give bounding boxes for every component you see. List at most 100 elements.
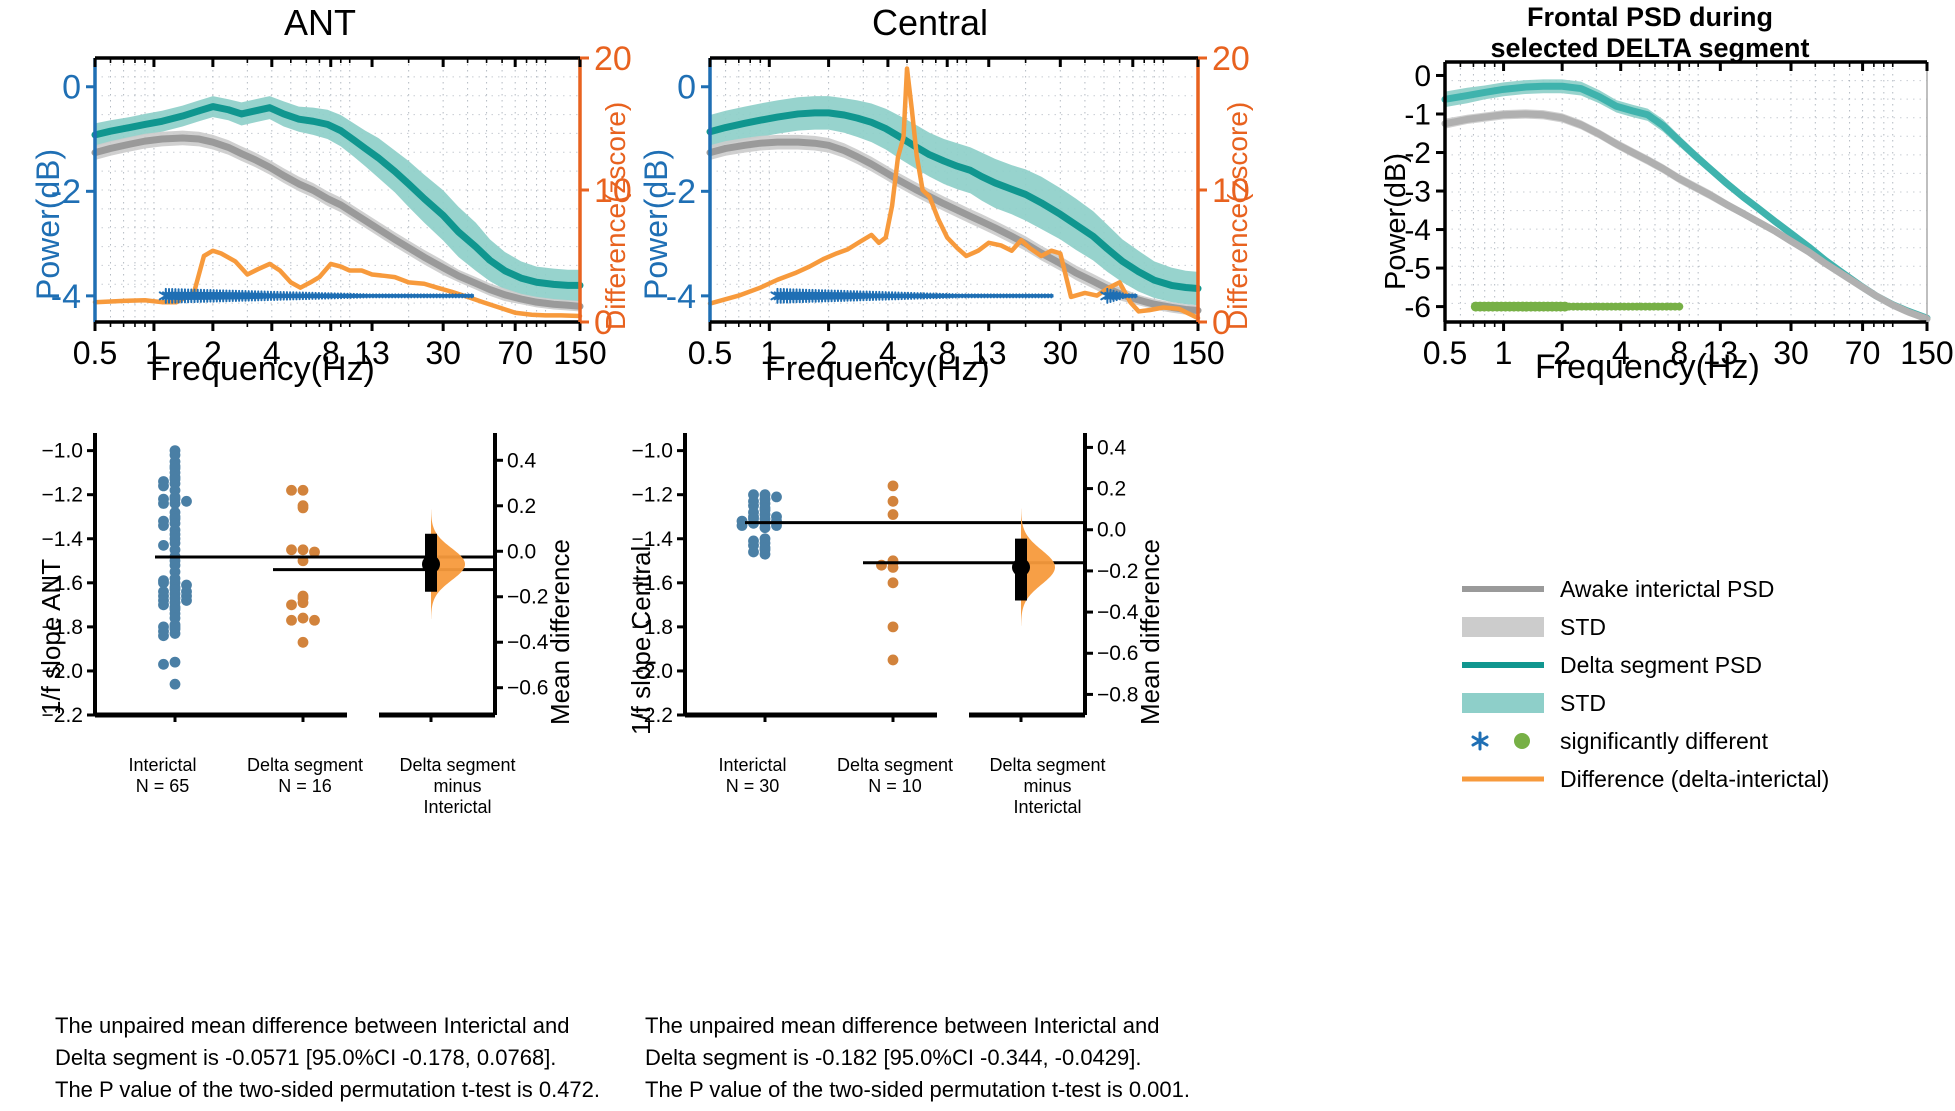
svg-text:8: 8 [322, 335, 340, 371]
svg-text:20: 20 [594, 40, 632, 78]
svg-text:−0.2: −0.2 [507, 586, 548, 609]
svg-text:150: 150 [1171, 335, 1224, 371]
est-central-ylabel-left: 1/f slope Central [626, 545, 656, 735]
est-central-group2-tick: Delta segment N = 10 [830, 755, 960, 797]
est-ant-ylabel-left: 1/f slope ANT [36, 558, 66, 715]
asterisk-icon [1471, 731, 1489, 751]
line-teal-icon [1460, 659, 1546, 671]
band-teal-icon [1460, 691, 1546, 715]
legend-item-awake-psd: Awake interictal PSD [1460, 570, 1955, 608]
frontal-title-line1: Frontal PSD during [1527, 2, 1773, 32]
svg-text:-2: -2 [666, 173, 696, 211]
est-central-group3-label-1: Delta segment [989, 755, 1106, 775]
svg-text:4: 4 [1612, 335, 1630, 371]
est-ant-group2-label: Delta segment [246, 755, 364, 775]
svg-text:−0.6: −0.6 [1097, 642, 1138, 665]
est-central-group2-label: Delta segment [836, 755, 954, 775]
est-central-group1-tick: Interictal N = 30 [695, 755, 810, 797]
green-dot-icon [1514, 733, 1530, 749]
legend-label-awake-psd: Awake interictal PSD [1560, 575, 1775, 602]
central-title: Central [871, 2, 989, 43]
svg-text:−0.2: −0.2 [1097, 560, 1138, 583]
svg-text:0: 0 [1212, 304, 1231, 342]
est-central-caption-line3: The P value of the two-sided permutation… [645, 1077, 1191, 1102]
svg-text:−2.0: −2.0 [632, 660, 673, 683]
svg-text:1: 1 [145, 335, 163, 371]
est-central-group3-label-2: minus [1023, 776, 1072, 796]
svg-text:0.5: 0.5 [688, 335, 732, 371]
frontal-title-line2: selected DELTA segment [1490, 33, 1810, 64]
legend-item-difference: Difference (delta-interictal) [1460, 760, 1955, 798]
svg-text:13: 13 [354, 335, 390, 371]
est-ant-group2-tick: Delta segment N = 16 [240, 755, 370, 797]
est-ant-caption-line2: Delta segment is -0.0571 [95.0%CI -0.178… [55, 1045, 557, 1070]
svg-text:-2: -2 [51, 173, 81, 211]
svg-text:-4: -4 [1404, 214, 1431, 247]
svg-text:−2.2: −2.2 [632, 704, 673, 727]
svg-text:0.4: 0.4 [507, 449, 537, 472]
legend-label-awake-std: STD [1560, 613, 1606, 640]
frontal-title: Frontal PSD during selected DELTA segmen… [1370, 2, 1930, 64]
legend-item-delta-std: STD [1460, 684, 1955, 722]
svg-text:−1.4: −1.4 [42, 528, 84, 551]
frontal-xlabel: Frequency(Hz) [1535, 348, 1760, 386]
svg-text:-6: -6 [1404, 291, 1431, 324]
svg-text:20: 20 [1212, 40, 1250, 78]
svg-text:−0.4: −0.4 [507, 631, 549, 654]
legend-item-awake-std: STD [1460, 608, 1955, 646]
svg-text:0.5: 0.5 [1423, 335, 1467, 371]
panel-central-psd: Central 0.5 1 2 4 8 13 30 70 150 0 -2 -4 0 10 20 Power… [620, 0, 1260, 400]
line-gray-icon [1460, 583, 1546, 595]
svg-text:-2: -2 [1404, 137, 1431, 170]
svg-text:2: 2 [204, 335, 222, 371]
svg-text:10: 10 [594, 172, 632, 210]
svg-text:−1.6: −1.6 [632, 572, 673, 595]
est-ant-group2-n: N = 16 [278, 776, 332, 796]
svg-text:0: 0 [594, 304, 613, 342]
svg-text:−1.8: −1.8 [632, 616, 673, 639]
svg-text:10: 10 [1212, 172, 1250, 210]
svg-text:−1.6: −1.6 [42, 572, 83, 595]
est-ant-caption-line1: The unpaired mean difference between Int… [55, 1013, 570, 1038]
svg-text:−1.2: −1.2 [632, 484, 673, 507]
est-central-chart: −1.0 −1.2 −1.4 −1.6 −1.8 −2.0 −2.2 0.4 0.2 0.0 −0.… [632, 433, 1139, 727]
legend-label-delta-std: STD [1560, 689, 1606, 716]
est-central-group2-n: N = 10 [868, 776, 922, 796]
svg-text:8: 8 [1670, 335, 1688, 371]
svg-text:30: 30 [1773, 335, 1809, 371]
panel-est-ant: −1.0 −1.2 −1.4 −1.6 −1.8 −2.0 −2.2 0.4 0.2 0.0 −0.… [0, 415, 580, 755]
legend-label-delta-psd: Delta segment PSD [1560, 651, 1762, 678]
svg-text:1: 1 [760, 335, 778, 371]
svg-text:4: 4 [879, 335, 897, 371]
legend: Awake interictal PSD STD Delta segment P… [1460, 570, 1955, 810]
est-ant-caption-line3: The P value of the two-sided permutation… [55, 1077, 601, 1102]
svg-text:−2.2: −2.2 [42, 704, 83, 727]
est-central-group1-n: N = 30 [725, 776, 780, 796]
svg-text:−0.6: −0.6 [507, 677, 548, 700]
line-orange-icon [1460, 773, 1546, 785]
svg-text:4: 4 [263, 335, 281, 371]
band-gray-icon [1460, 615, 1546, 639]
svg-text:−1.4: −1.4 [632, 528, 674, 551]
svg-text:−1.8: −1.8 [42, 616, 83, 639]
svg-text:0.0: 0.0 [1097, 519, 1126, 542]
legend-item-delta-psd: Delta segment PSD [1460, 646, 1955, 684]
panel-frontal-psd: Frontal PSD during selected DELTA segmen… [1350, 0, 1955, 400]
svg-text:2: 2 [1553, 335, 1571, 371]
frontal-psd-chart: 0.5 1 2 4 8 13 30 70 150 0 -1 -2 -3 -4 -5 -6 [1404, 60, 1953, 371]
svg-text:-1: -1 [1404, 99, 1431, 132]
svg-text:−1.0: −1.0 [632, 440, 673, 463]
svg-text:150: 150 [553, 335, 606, 371]
est-ant-chart: −1.0 −1.2 −1.4 −1.6 −1.8 −2.0 −2.2 0.4 0.2 0.0 −0.… [42, 433, 549, 727]
ant-ylabel-left: Power(dB) [30, 148, 66, 300]
svg-text:0.5: 0.5 [73, 335, 117, 371]
svg-text:0: 0 [62, 69, 81, 107]
est-ant-group3-tick: Delta segment minus Interictal [390, 755, 525, 818]
est-ant-group3-label-2: minus [433, 776, 482, 796]
svg-text:70: 70 [1115, 335, 1151, 371]
legend-label-significant: significantly different [1560, 727, 1768, 754]
frontal-ylabel-left: Power(dB) [1380, 153, 1412, 290]
